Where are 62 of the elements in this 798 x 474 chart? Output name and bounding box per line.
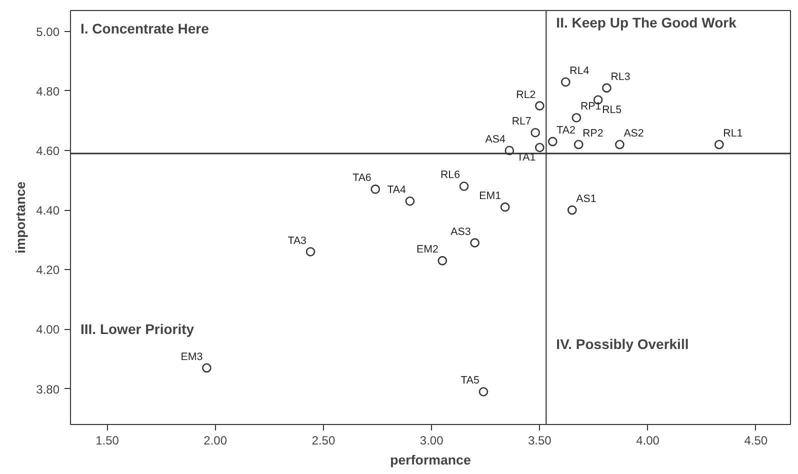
annotation: I. Concentrate Here — [80, 20, 210, 36]
point — [459, 182, 469, 191]
annotation: IV. Possibly Overkill — [556, 336, 689, 352]
data-label: TA2 — [556, 124, 576, 137]
data-label: AS1 — [576, 193, 596, 206]
y-tick-label: 4.80 — [36, 84, 60, 98]
data-label: TA4 — [387, 184, 406, 196]
data-label: EM2 — [416, 244, 438, 256]
x-tick-label: 4.50 — [744, 434, 768, 448]
x-tick-label: 3.00 — [420, 434, 444, 448]
data-label: RL7 — [512, 116, 532, 128]
data-label: RL4 — [570, 64, 590, 77]
y-tick-label: 5.00 — [36, 24, 60, 39]
data-label: TA6 — [352, 172, 372, 184]
x-tick-label: 1.50 — [96, 434, 120, 448]
annotation: II. Keep Up The Good Work — [556, 14, 737, 30]
point — [370, 184, 380, 194]
point — [306, 247, 316, 256]
point — [478, 387, 488, 396]
point — [567, 205, 577, 215]
y-tick-label: 4.00 — [36, 322, 60, 337]
data-label: EM1 — [479, 190, 502, 202]
annotation: III. Lower Priority — [80, 320, 194, 337]
data-label: RP2 — [582, 128, 604, 140]
y-tick-label: 4.40 — [36, 204, 60, 218]
data-label: RP1 — [580, 100, 602, 113]
point — [615, 140, 624, 150]
point — [535, 101, 544, 110]
point — [572, 113, 582, 122]
data-label: RL1 — [723, 128, 743, 140]
y-tick-label: 4.60 — [36, 144, 60, 158]
point — [530, 128, 540, 138]
x-tick-label: 3.50 — [528, 434, 552, 448]
data-label: AS3 — [450, 226, 471, 238]
point — [574, 140, 584, 150]
data-label: EM3 — [180, 350, 203, 363]
point — [470, 238, 480, 248]
data-label: TA5 — [460, 374, 480, 387]
point — [548, 136, 558, 146]
point — [438, 256, 448, 266]
point — [535, 142, 544, 152]
point — [405, 196, 415, 206]
data-label: RL5 — [602, 104, 622, 116]
y-tick-label: 3.80 — [36, 382, 60, 396]
point — [202, 363, 212, 373]
point — [602, 83, 612, 93]
x-tick-label: 2.00 — [204, 434, 228, 448]
data-label: RL6 — [440, 169, 460, 182]
data-label: RL2 — [516, 88, 536, 101]
point — [714, 140, 724, 150]
data-label: RL3 — [610, 70, 630, 83]
data-label: TA3 — [288, 234, 307, 247]
x-axis-title: performance — [390, 452, 471, 468]
data-label: AS4 — [485, 133, 506, 146]
y-tick-label: 4.20 — [36, 263, 60, 278]
x-tick-label: 2.50 — [312, 434, 336, 448]
data-label: TA1 — [516, 152, 536, 164]
point — [500, 202, 510, 212]
point — [560, 77, 570, 87]
data-label: AS2 — [624, 128, 644, 140]
x-tick-label: 4.00 — [636, 434, 660, 448]
y-axis-title: importance — [13, 182, 28, 254]
